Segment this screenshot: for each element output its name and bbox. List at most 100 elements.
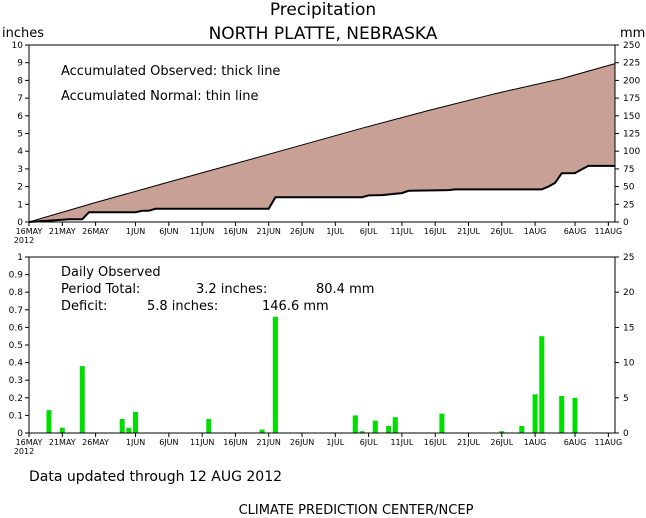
period-total-inches: 3.2 inches: xyxy=(196,282,267,297)
y-left-tick-label: 0.4 xyxy=(9,359,24,369)
y-left-tick-label: 0.8 xyxy=(9,288,24,298)
period-total-mm: 80.4 mm xyxy=(316,282,374,297)
y-right-tick-label: 5 xyxy=(623,394,629,404)
daily-precip-bar xyxy=(352,415,358,433)
y-right-tick-label: 175 xyxy=(623,94,640,104)
y-left-tick-label: 0.6 xyxy=(9,323,24,333)
deficit-mm: 146.6 mm xyxy=(262,299,329,314)
y-right-tick-label: 0 xyxy=(623,429,629,439)
deficit-label: Deficit: xyxy=(61,299,107,314)
y-right-tick-label: 0 xyxy=(623,218,629,228)
daily-precip-bar xyxy=(206,418,212,433)
x-tick-label: 16MAY xyxy=(16,438,43,447)
period-total-label: Period Total: xyxy=(61,282,140,297)
y-right-tick-label: 25 xyxy=(623,200,634,210)
x-tick-label: 6JUN xyxy=(159,227,178,236)
daily-precip-bar xyxy=(439,413,445,433)
daily-precip-bar xyxy=(359,431,365,433)
x-tick-label: 21JUN xyxy=(257,438,281,447)
y-right-tick-label: 75 xyxy=(623,165,634,175)
x-tick-label: 11JUN xyxy=(190,227,214,236)
y-left-tick-label: 0.1 xyxy=(9,411,23,421)
y-left-tick-label: 0.2 xyxy=(9,394,23,404)
station-name: NORTH PLATTE, NEBRASKA xyxy=(209,24,438,44)
y-left-tick-label: 0.7 xyxy=(9,306,23,316)
x-tick-label: 11AUG xyxy=(594,438,622,447)
daily-precip-bar xyxy=(386,426,392,433)
y-left-tick-label: 0.9 xyxy=(9,271,24,281)
x-tick-label: 11JUN xyxy=(190,438,214,447)
credit-line: CLIMATE PREDICTION CENTER/NCEP xyxy=(239,503,474,518)
y-right-tick-label: 20 xyxy=(623,288,635,298)
x-tick-label: 11JUL xyxy=(390,227,413,236)
x-tick-label: 26MAY xyxy=(82,438,109,447)
daily-precip-bar xyxy=(126,427,132,433)
x-year-label: 2012 xyxy=(14,236,34,245)
y-right-tick-label: 10 xyxy=(623,359,635,369)
y-left-tick-label: 0 xyxy=(17,218,23,228)
y-left-tick-label: 3 xyxy=(17,165,23,175)
y-right-tick-label: 100 xyxy=(623,147,640,157)
y-right-tick-label: 125 xyxy=(623,130,640,140)
y-right-tick-label: 15 xyxy=(623,323,634,333)
daily-precip-bar xyxy=(259,429,265,433)
x-tick-label: 6JUL xyxy=(360,438,378,447)
daily-precip-bar xyxy=(499,431,505,433)
y-left-tick-label: 0.3 xyxy=(9,376,23,386)
daily-precip-bar xyxy=(392,417,398,433)
y-left-tick-label: 2 xyxy=(17,183,23,193)
accumulated-normal-line xyxy=(28,63,616,223)
legend-observed: Accumulated Observed: thick line xyxy=(61,64,280,79)
y-right-tick-label: 225 xyxy=(623,59,640,69)
daily-precip-bar xyxy=(532,394,538,433)
x-tick-label: 21MAY xyxy=(49,438,76,447)
daily-precip-bar xyxy=(46,410,52,433)
y-left-tick-label: 6 xyxy=(17,112,23,122)
daily-precip-bar xyxy=(519,426,525,433)
y-right-tick-label: 25 xyxy=(623,253,634,263)
deficit-area xyxy=(29,63,615,222)
y-left-tick-label: 0 xyxy=(17,429,23,439)
right-unit-label: mm xyxy=(620,26,645,41)
x-tick-label: 21JUN xyxy=(257,227,281,236)
daily-precip-bar xyxy=(539,336,545,433)
x-tick-label: 6JUN xyxy=(159,438,178,447)
x-tick-label: 1JUL xyxy=(326,438,344,447)
x-tick-label: 16JUN xyxy=(223,227,247,236)
daily-precip-bar xyxy=(559,396,565,433)
daily-precip-bar xyxy=(119,418,125,433)
x-tick-label: 16JUL xyxy=(424,227,447,236)
x-tick-label: 1AUG xyxy=(524,438,547,447)
x-tick-label: 11JUL xyxy=(390,438,413,447)
x-tick-label: 11AUG xyxy=(594,227,622,236)
y-left-tick-label: 5 xyxy=(17,130,23,140)
daily-precip-bar xyxy=(572,397,578,433)
daily-panel: 00.10.20.30.40.50.60.70.80.9105101520251… xyxy=(9,253,635,456)
y-left-tick-label: 1 xyxy=(17,200,23,210)
y-left-tick-label: 7 xyxy=(17,94,23,104)
x-tick-label: 1AUG xyxy=(524,227,547,236)
y-right-tick-label: 150 xyxy=(623,112,640,122)
y-left-tick-label: 10 xyxy=(12,41,24,51)
x-tick-label: 21JUL xyxy=(457,438,480,447)
legend-normal: Accumulated Normal: thin line xyxy=(61,89,259,104)
x-tick-label: 26MAY xyxy=(82,227,109,236)
y-left-tick-label: 1 xyxy=(17,253,23,263)
daily-legend-title: Daily Observed xyxy=(61,265,161,280)
x-tick-label: 1JUL xyxy=(326,227,344,236)
x-tick-label: 1JUN xyxy=(126,438,145,447)
left-unit-label: inches xyxy=(2,26,44,41)
accumulated-observed-line xyxy=(28,164,615,223)
daily-precip-bar xyxy=(372,420,378,433)
x-tick-label: 21MAY xyxy=(49,227,76,236)
daily-precip-bar xyxy=(79,366,85,433)
x-tick-label: 1JUN xyxy=(126,227,145,236)
y-left-tick-label: 0.5 xyxy=(9,341,23,351)
x-tick-label: 16JUL xyxy=(424,438,447,447)
y-right-tick-label: 50 xyxy=(623,183,635,193)
y-left-tick-label: 8 xyxy=(17,76,23,86)
x-tick-label: 6AUG xyxy=(564,438,587,447)
accumulated-panel: 0123456789100255075100125150175200225250… xyxy=(12,41,641,245)
y-left-tick-label: 9 xyxy=(17,59,23,69)
x-tick-label: 6JUL xyxy=(360,227,378,236)
